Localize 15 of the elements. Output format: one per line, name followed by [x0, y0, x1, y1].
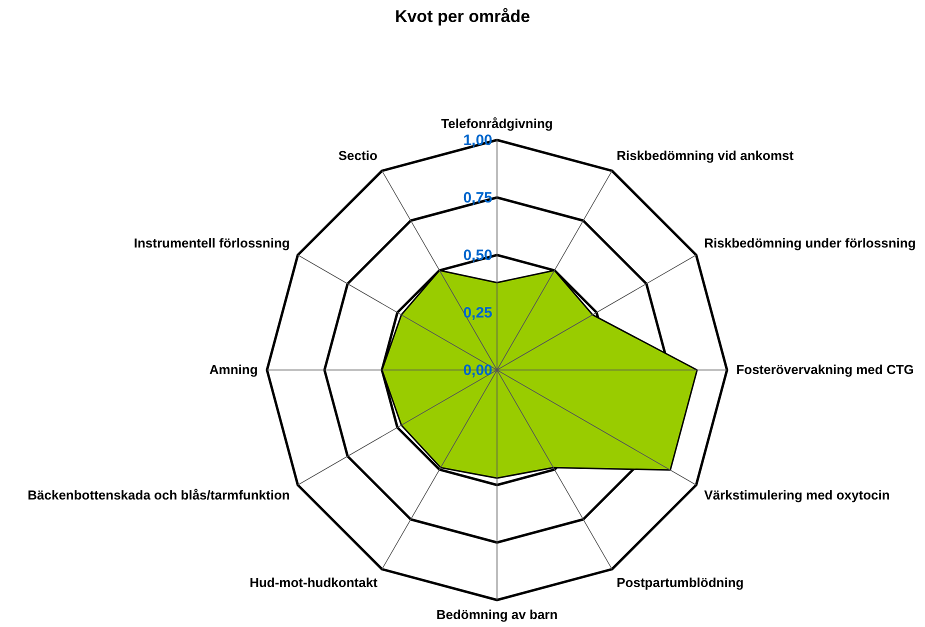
spoke-label: Postpartumblödning	[616, 575, 744, 590]
spoke-label: Sectio	[338, 148, 378, 163]
chart-title: Kvot per område	[394, 7, 530, 26]
spoke-label: Fosterövervakning med CTG	[736, 362, 914, 377]
y-tick-label: 0,00	[463, 362, 492, 379]
spoke-label: Telefonrådgivning	[441, 116, 553, 131]
spoke-label: Amning	[209, 362, 258, 377]
spoke-label: Instrumentell förlossning	[134, 235, 290, 250]
spoke-label: Värkstimulering med oxytocin	[704, 488, 890, 503]
spoke-label: Bäckenbottenskada och blås/tarmfunktion	[28, 488, 290, 503]
spoke-label: Riskbedömning under förlossning	[704, 235, 916, 250]
spoke-label: Hud-mot-hudkontakt	[250, 575, 378, 590]
spoke-label: Bedömning av barn	[436, 607, 558, 622]
y-tick-label: 0,25	[463, 304, 492, 322]
spoke-label: Riskbedömning vid ankomst	[616, 148, 794, 163]
